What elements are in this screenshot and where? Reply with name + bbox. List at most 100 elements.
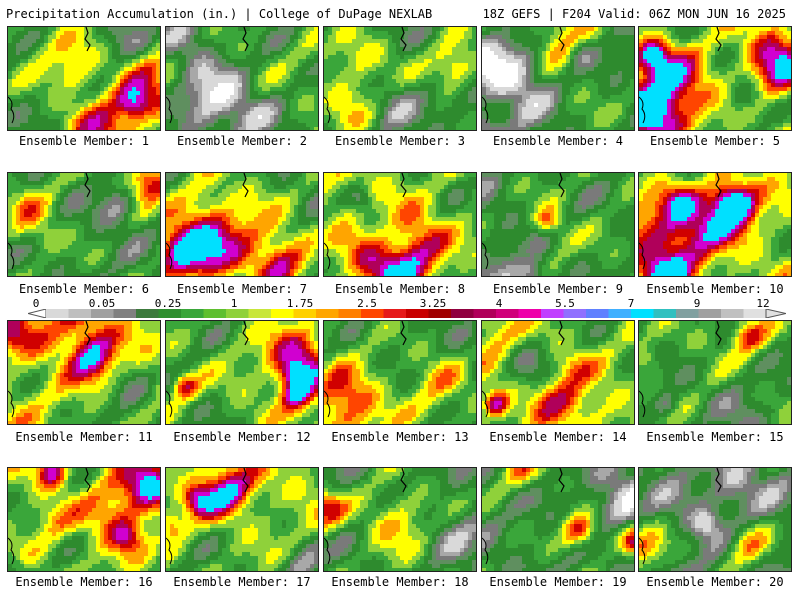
colorbar-segment [113,309,137,318]
coastline-outline [84,468,91,493]
precip-field [8,321,160,424]
coastline-outline [84,321,91,346]
coastline-outline [400,321,407,346]
coastline-outline [400,173,407,198]
coastline-outline [324,537,331,565]
ensemble-member-map [7,172,161,277]
valid-time-title: 18Z GEFS | F204 Valid: 06Z MON JUN 16 20… [483,7,786,21]
ensemble-member-label: Ensemble Member: 17 [163,575,321,589]
colorbar-segment [338,309,362,318]
colorbar-segment [316,309,339,318]
coastline-outline [242,321,249,346]
precip-field [8,468,160,571]
ensemble-member-map [481,26,635,131]
coastline-outline [715,173,722,198]
coastline-outline [639,537,646,565]
coastline-outline [400,468,407,493]
ensemble-member-label: Ensemble Member: 16 [5,575,163,589]
ensemble-member-label: Ensemble Member: 4 [479,134,637,148]
colorbar-tick-label: 4 [496,297,503,310]
precip-field [639,173,791,276]
coastline-outline [324,96,331,124]
colorbar-segment [248,309,272,318]
precip-field [166,27,318,130]
colorbar-segment [271,309,294,318]
colorbar-segment [91,309,114,318]
ensemble-member-label: Ensemble Member: 18 [321,575,479,589]
precip-field [482,27,634,130]
colorbar-segment [136,309,159,318]
precip-field [166,173,318,276]
coastline-outline [715,27,722,52]
ensemble-member-label: Ensemble Member: 19 [479,575,637,589]
ensemble-member-map [323,320,477,425]
colorbar-tick-label: 9 [694,297,701,310]
coastline-outline [558,468,565,493]
coastline-outline [166,390,173,418]
precip-field [166,468,318,571]
ensemble-member-label: Ensemble Member: 7 [163,282,321,296]
ensemble-member-label: Ensemble Member: 8 [321,282,479,296]
coastline-outline [8,96,15,124]
colorbar-segment [361,309,384,318]
precip-field [482,468,634,571]
colorbar-tick-label: 5.5 [555,297,575,310]
colorbar-segment [608,309,632,318]
colorbar-tick-label: 3.25 [420,297,447,310]
precip-field [639,468,791,571]
colorbar-segment [473,309,497,318]
colorbar-tick-label: 0 [33,297,40,310]
coastline-outline [8,390,15,418]
coastline-outline [482,242,489,270]
coastline-outline [558,27,565,52]
ensemble-member-label: Ensemble Member: 3 [321,134,479,148]
coastline-outline [242,173,249,198]
coastline-outline [639,242,646,270]
ensemble-member-map [165,320,319,425]
colorbar-tick-label: 1 [231,297,238,310]
coastline-outline [8,242,15,270]
ensemble-member-label: Ensemble Member: 2 [163,134,321,148]
colorbar-tick-label: 7 [628,297,635,310]
precip-field [324,321,476,424]
colorbar-segment [586,309,609,318]
ensemble-member-map [323,26,477,131]
colorbar-segment [496,309,519,318]
colorbar-segment [158,309,182,318]
coastline-outline [324,242,331,270]
colorbar-segment [698,309,722,318]
colorbar-tick-label: 1.75 [287,297,314,310]
coastline-outline [324,390,331,418]
coastline-outline [715,468,722,493]
colorbar-min-arrow [28,309,47,318]
colorbar-segment [563,309,587,318]
ensemble-member-map [7,467,161,572]
ensemble-member-map [481,467,635,572]
coastline-outline [482,96,489,124]
ensemble-member-label: Ensemble Member: 15 [636,430,794,444]
coastline-outline [558,321,565,346]
coastline-outline [166,537,173,565]
colorbar-segment [406,309,429,318]
colorbar-segment [293,309,317,318]
map-title: Precipitation Accumulation (in.) | Colle… [6,7,432,21]
ensemble-member-label: Ensemble Member: 12 [163,430,321,444]
coastline-outline [8,537,15,565]
colorbar-max-arrow [765,309,786,318]
coastline-outline [242,468,249,493]
ensemble-member-map [638,26,792,131]
ensemble-member-map [165,172,319,277]
colorbar-segment [721,309,744,318]
precip-field [8,173,160,276]
precip-field [166,321,318,424]
precip-field [324,173,476,276]
coastline-outline [482,390,489,418]
ensemble-member-label: Ensemble Member: 10 [636,282,794,296]
colorbar-segment [743,309,767,318]
ensemble-member-map [7,26,161,131]
colorbar-segment [541,309,564,318]
colorbar-tick-label: 0.05 [89,297,116,310]
ensemble-member-label: Ensemble Member: 14 [479,430,637,444]
coastline-outline [242,27,249,52]
ensemble-member-map [481,320,635,425]
